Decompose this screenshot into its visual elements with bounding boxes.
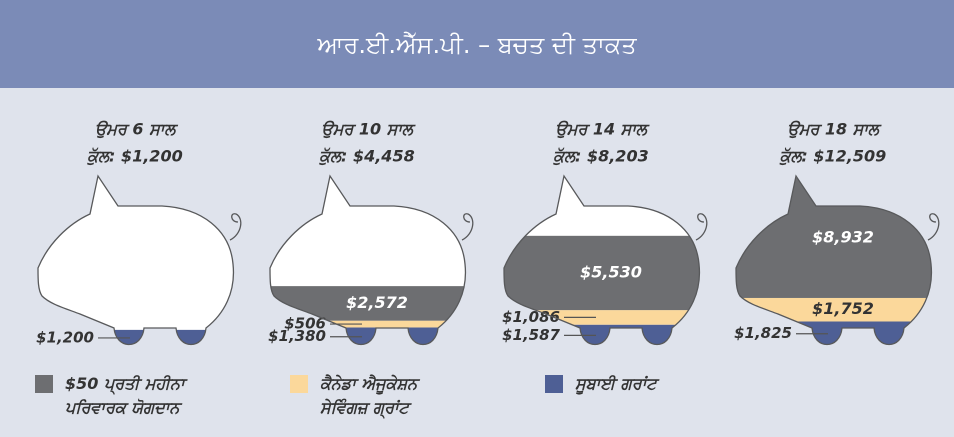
value-label: $1,587 <box>502 326 560 344</box>
pig-fill <box>736 178 932 345</box>
title: ਆਰ.ਈ.ਐੱਸ.ਪੀ. – ਬਚਤ ਦੀ ਤਾਕਤ <box>316 31 637 59</box>
pig-tail <box>229 213 242 241</box>
piggy-bank: $1,200 <box>36 175 242 346</box>
legend-swatch <box>290 375 308 393</box>
age-label: ਉਮਰ 14 ਸਾਲ <box>555 120 650 139</box>
total-label: ਕੁੱਲ: $8,203 <box>552 147 648 166</box>
age-label: ਉਮਰ 10 ਸਾਲ <box>321 120 416 139</box>
legend-item: ਸੂਬਾਈ ਗਰਾਂਟ <box>545 372 765 396</box>
age-label: ਉਮਰ 18 ਸਾਲ <box>787 120 882 139</box>
legend-item: ਕੈਨੇਡਾ ਐਜੂਕੇਸ਼ਨ ਸੇਵਿੰਗਜ਼ ਗ੍ਰਾਂਟ <box>290 372 510 420</box>
header-band <box>0 0 954 88</box>
total-label: ਕੁੱਲ: $12,509 <box>779 147 886 166</box>
value-label: $2,572 <box>346 293 408 312</box>
value-label: $1,752 <box>812 299 874 318</box>
pig-tail <box>695 213 708 241</box>
age-label: ਉਮਰ 6 ਸਾਲ <box>95 120 179 139</box>
legend-swatch <box>545 375 563 393</box>
total-label: ਕੁੱਲ: $1,200 <box>86 147 182 166</box>
legend-label: ਸੂਬਾਈ ਗਰਾਂਟ <box>575 374 657 393</box>
stack-segment <box>270 320 466 328</box>
value-label: $1,200 <box>36 328 94 346</box>
piggy-bank: $1,825 $1,752 $8,932 <box>734 175 940 346</box>
value-label: $8,932 <box>812 227 874 246</box>
pig-body <box>38 176 234 345</box>
pig-tail <box>927 213 940 241</box>
legend-label: ਕੈਨੇਡਾ ਐਜੂਕੇਸ਼ਨ ਸੇਵਿੰਗਜ਼ ਗ੍ਰਾਂਟ <box>320 374 418 417</box>
legend-item: $50 ਪ੍ਰਤੀ ਮਹੀਨਾ ਪਰਿਵਾਰਕ ਯੋਗਦਾਨ <box>35 372 255 420</box>
stack-segment <box>504 235 700 311</box>
legend-label: $50 ਪ੍ਰਤੀ ਮਹੀਨਾ ਪਰਿਵਾਰਕ ਯੋਗਦਾਨ <box>65 374 185 417</box>
pig-tail <box>461 213 474 241</box>
total-label: ਕੁੱਲ: $4,458 <box>318 147 414 166</box>
value-label: $1,825 <box>734 324 792 342</box>
legend-swatch <box>35 375 53 393</box>
value-label: $1,086 <box>502 308 560 326</box>
value-label: $5,530 <box>580 262 642 281</box>
piggy-bank: $1,587$1,086 $5,530 <box>502 175 708 346</box>
value-label: $506 <box>284 315 326 333</box>
value-label: $1,380 <box>268 327 326 345</box>
stack-segment <box>736 297 932 322</box>
piggy-bank: $1,380$506 $2,572 <box>268 175 474 345</box>
pig-fill <box>270 286 466 345</box>
